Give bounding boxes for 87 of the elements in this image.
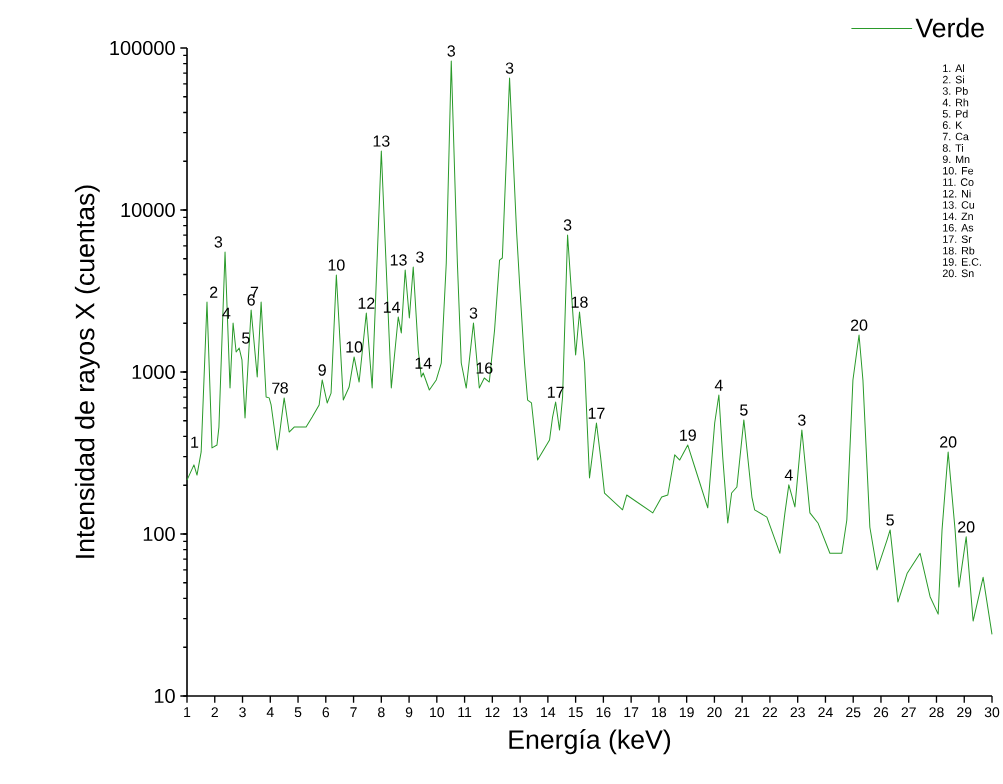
annotation: 17. Sr (943, 235, 972, 243)
x-tick-label: 6 (322, 707, 330, 718)
x-tick-label: 14 (541, 707, 556, 717)
annotation: 9. Mn (942, 155, 970, 164)
annotation: 2. Si (942, 75, 964, 84)
annotation: 2 (210, 286, 218, 298)
x-tick-label: 20 (707, 707, 722, 718)
annotation: 10 (346, 341, 363, 353)
y-tick-label: 10 (154, 688, 175, 704)
x-axis-title: Energía (keV) (509, 729, 671, 755)
annotation: 19 (680, 429, 696, 441)
annotation: 3. Pb (942, 86, 968, 95)
annotation: 4. Rh (942, 98, 969, 107)
line-series (186, 60, 993, 635)
x-tick-label: 11 (458, 707, 472, 717)
x-tick-label: 9 (405, 707, 413, 718)
x-tick-label: 1 (184, 707, 191, 717)
x-tick-label: 4 (266, 707, 274, 717)
x-tick-label: 21 (735, 707, 750, 718)
y-tick-label: 100 (143, 526, 175, 542)
annotation: 14 (415, 357, 432, 369)
annotation: 8 (280, 382, 288, 394)
annotation: 9 (318, 364, 326, 376)
x-tick-label: 28 (929, 707, 944, 718)
annotation: 3 (505, 62, 514, 74)
x-tick-label: 18 (652, 707, 667, 718)
y-tick-label: 100000 (110, 40, 175, 56)
annotation: 14 (383, 301, 401, 313)
x-tick-label: 27 (901, 707, 916, 718)
x-tick-label: 13 (513, 707, 528, 718)
annotation: 3 (469, 307, 478, 319)
annotation: 4 (784, 469, 793, 481)
x-tick-label: 17 (624, 707, 639, 717)
x-tick-label: 5 (294, 707, 302, 718)
annotation: 20 (940, 436, 957, 448)
x-tick-label: 12 (485, 707, 500, 718)
annotation: 7. Ca (942, 132, 969, 141)
annotation: 8. Ti (942, 143, 963, 152)
annotation: 3 (447, 45, 456, 57)
y-axis-title: Intensidad de rayos X (cuentas) (74, 185, 100, 558)
legend-label: Verde (915, 17, 984, 38)
annotation: 14. Zn (943, 212, 973, 221)
annotation: 1 (191, 436, 199, 448)
x-tick-label: 25 (846, 707, 861, 718)
annotation: 3 (416, 251, 424, 263)
annotation: 13. Cu (943, 201, 975, 209)
annotation: 20 (958, 521, 975, 533)
x-tick-label: 22 (762, 707, 777, 718)
x-tick-label: 26 (873, 707, 889, 718)
annotation: 17 (588, 407, 605, 419)
x-tick-label: 3 (239, 707, 246, 718)
annotation: 12 (358, 297, 375, 309)
annotation: 11. Co (943, 178, 974, 186)
annotation: 3 (214, 236, 223, 248)
annotation: 5 (740, 404, 748, 416)
x-tick-label: 10 (430, 707, 445, 718)
y-tick-label: 10000 (121, 202, 175, 218)
x-tick-label: 30 (984, 707, 1000, 718)
annotation: 19. E.C. (943, 258, 981, 266)
annotation: 4 (714, 379, 723, 391)
annotation: 7 (272, 382, 280, 394)
annotation: 3 (563, 219, 572, 231)
annotation: 12. Ni (943, 189, 971, 198)
x-tick-label: 29 (957, 707, 972, 718)
x-tick-label: 24 (818, 707, 833, 718)
x-tick-label: 23 (790, 707, 805, 718)
annotation: 13 (373, 135, 390, 147)
annotation: 16. As (943, 223, 974, 232)
annotation: 1. Al (943, 64, 964, 72)
annotation: 18 (571, 296, 588, 308)
x-tick-label: 15 (568, 707, 583, 718)
annotation: 20 (850, 319, 868, 331)
annotation: 13 (390, 254, 407, 266)
x-tick-label: 19 (679, 707, 694, 718)
y-tick-label: 1000 (132, 364, 175, 380)
x-tick-label: 7 (350, 707, 357, 717)
annotation: 3 (798, 414, 806, 426)
x-tick-label: 16 (596, 707, 611, 718)
annotation: 18. Rb (943, 246, 975, 255)
annotation: 10 (328, 259, 345, 271)
annotation: 10. Fe (943, 166, 974, 175)
annotation: 6. K (942, 121, 963, 129)
x-tick-label: 2 (211, 707, 218, 718)
x-tick-label: 8 (378, 707, 385, 718)
annotation: 5 (886, 514, 894, 526)
annotation: 20. Sn (942, 269, 974, 278)
annotation: 5. Pd (942, 109, 968, 118)
